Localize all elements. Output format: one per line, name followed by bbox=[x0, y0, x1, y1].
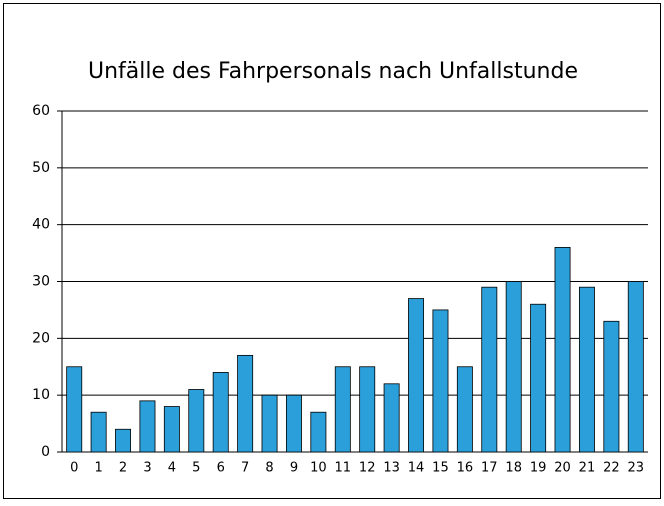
bar bbox=[505, 281, 522, 453]
bar bbox=[115, 428, 132, 453]
bar bbox=[603, 320, 620, 453]
x-tick-label: 16 bbox=[457, 461, 474, 476]
x-tick-label: 8 bbox=[265, 461, 273, 476]
y-tick-label: 10 bbox=[32, 387, 50, 403]
chart-title: Unfälle des Fahrpersonals nach Unfallstu… bbox=[88, 59, 578, 84]
bar bbox=[554, 246, 571, 453]
bar bbox=[359, 366, 376, 453]
bar bbox=[578, 286, 595, 453]
bar bbox=[456, 366, 473, 453]
x-tick-label: 14 bbox=[408, 461, 425, 476]
x-tick-label: 19 bbox=[530, 461, 547, 476]
bar bbox=[432, 309, 449, 453]
x-tick-label: 20 bbox=[554, 461, 571, 476]
bar bbox=[285, 394, 302, 453]
chart-frame bbox=[3, 3, 661, 499]
x-tick-label: 5 bbox=[192, 461, 200, 476]
x-tick-label: 18 bbox=[505, 461, 522, 476]
x-tick-label: 9 bbox=[290, 461, 298, 476]
y-tick-label: 40 bbox=[32, 217, 50, 233]
x-tick-label: 17 bbox=[481, 461, 498, 476]
bar bbox=[212, 372, 229, 453]
bar bbox=[310, 411, 327, 453]
bar bbox=[90, 411, 107, 453]
y-tick-label: 0 bbox=[41, 444, 50, 460]
bar bbox=[383, 383, 400, 453]
x-tick-label: 21 bbox=[579, 461, 596, 476]
x-tick-label: 1 bbox=[94, 461, 102, 476]
bar bbox=[627, 281, 644, 453]
bar bbox=[188, 389, 205, 453]
y-tick-label: 60 bbox=[32, 103, 50, 119]
bar bbox=[237, 354, 254, 453]
bar bbox=[481, 286, 498, 453]
x-tick-label: 13 bbox=[383, 461, 400, 476]
y-tick-label: 30 bbox=[32, 274, 50, 290]
x-tick-label: 23 bbox=[628, 461, 645, 476]
x-tick-label: 0 bbox=[70, 461, 78, 476]
x-tick-label: 2 bbox=[119, 461, 127, 476]
bar bbox=[261, 394, 278, 453]
x-tick-label: 4 bbox=[168, 461, 176, 476]
x-tick-label: 15 bbox=[432, 461, 449, 476]
x-tick-label: 10 bbox=[310, 461, 327, 476]
x-tick-label: 6 bbox=[217, 461, 225, 476]
bar bbox=[408, 298, 425, 453]
x-tick-label: 7 bbox=[241, 461, 249, 476]
y-tick-label: 20 bbox=[32, 330, 50, 346]
bar bbox=[163, 406, 180, 453]
y-tick-label: 50 bbox=[32, 160, 50, 176]
x-tick-label: 11 bbox=[335, 461, 352, 476]
bar bbox=[530, 303, 547, 453]
x-tick-label: 22 bbox=[603, 461, 620, 476]
x-tick-label: 12 bbox=[359, 461, 376, 476]
bar bbox=[334, 366, 351, 453]
x-tick-label: 3 bbox=[143, 461, 151, 476]
bar bbox=[139, 400, 156, 453]
bar bbox=[66, 366, 83, 453]
